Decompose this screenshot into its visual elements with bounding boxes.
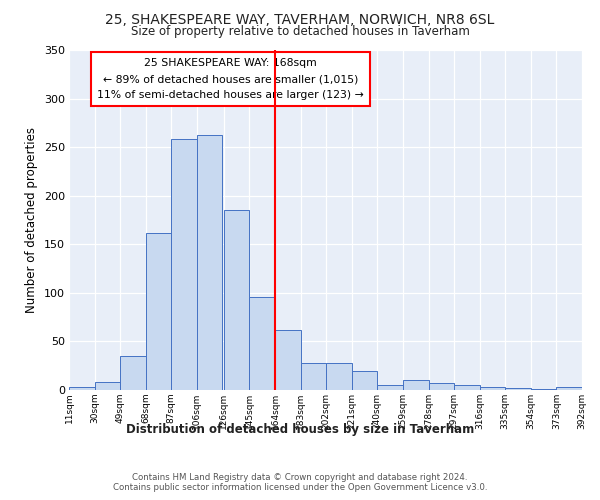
Bar: [120, 356, 146, 390]
Bar: [556, 387, 582, 390]
Text: 25, SHAKESPEARE WAY, TAVERHAM, NORWICH, NR8 6SL: 25, SHAKESPEARE WAY, TAVERHAM, NORWICH, …: [106, 12, 494, 26]
Text: Contains HM Land Registry data © Crown copyright and database right 2024.: Contains HM Land Registry data © Crown c…: [132, 472, 468, 482]
Text: 25 SHAKESPEARE WAY: 168sqm
← 89% of detached houses are smaller (1,015)
11% of s: 25 SHAKESPEARE WAY: 168sqm ← 89% of deta…: [97, 58, 364, 100]
Bar: [224, 210, 250, 390]
Bar: [275, 330, 301, 390]
Bar: [250, 296, 275, 390]
Text: Size of property relative to detached houses in Taverham: Size of property relative to detached ho…: [131, 25, 469, 38]
Bar: [505, 388, 531, 390]
Bar: [69, 387, 95, 390]
Bar: [531, 389, 556, 390]
Bar: [301, 363, 326, 390]
Y-axis label: Number of detached properties: Number of detached properties: [25, 127, 38, 313]
Bar: [428, 383, 454, 390]
Bar: [454, 385, 479, 390]
Bar: [403, 380, 428, 390]
Text: Distribution of detached houses by size in Taverham: Distribution of detached houses by size …: [126, 422, 474, 436]
Bar: [377, 385, 403, 390]
Bar: [197, 136, 223, 390]
Bar: [146, 232, 172, 390]
Bar: [326, 363, 352, 390]
Bar: [352, 370, 377, 390]
Bar: [95, 382, 120, 390]
Bar: [479, 387, 505, 390]
Bar: [172, 140, 197, 390]
Text: Contains public sector information licensed under the Open Government Licence v3: Contains public sector information licen…: [113, 484, 487, 492]
